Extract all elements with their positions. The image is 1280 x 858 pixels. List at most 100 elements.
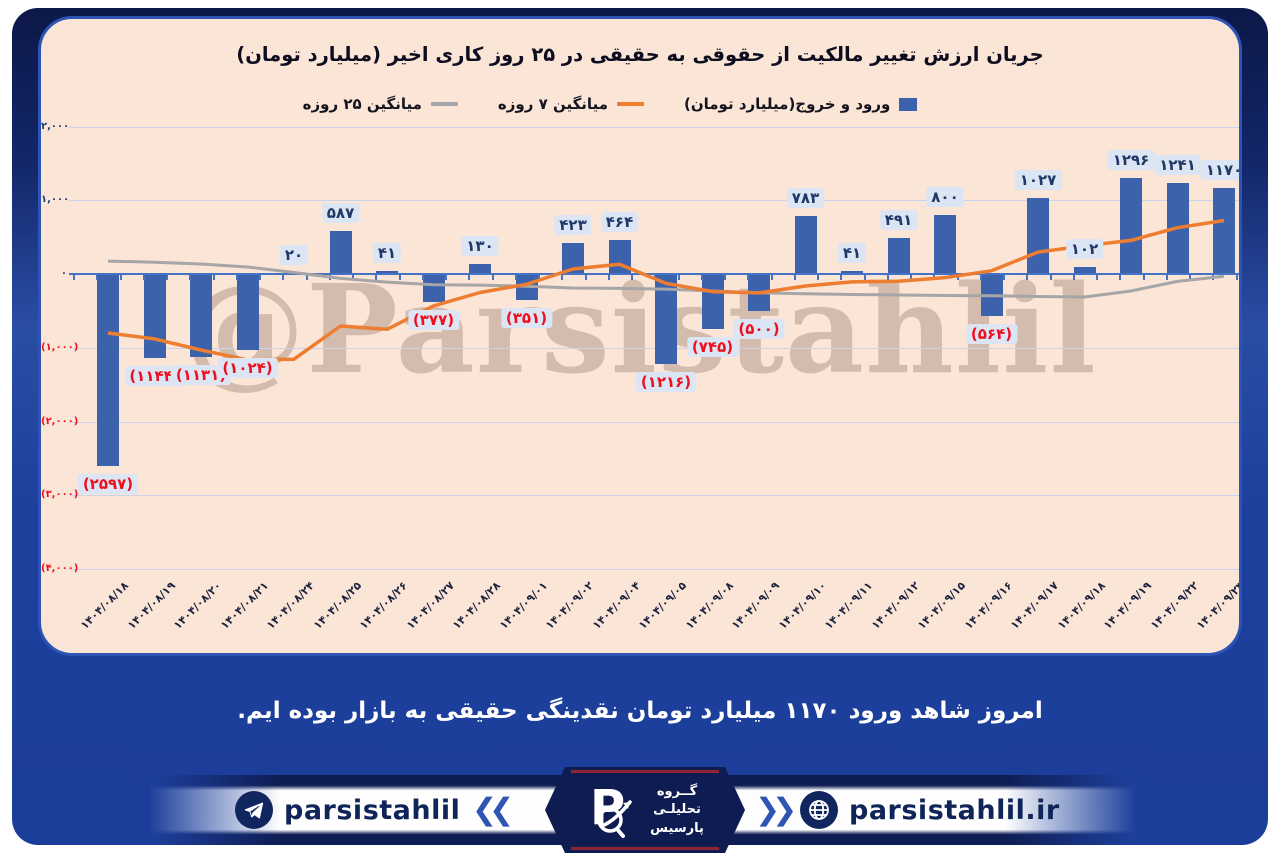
gridline bbox=[69, 421, 1239, 423]
bar-value-label: (۳۵۱) bbox=[500, 307, 553, 328]
summary-caption: امروز شاهد ورود ۱۱۷۰ میلیارد تومان نقدین… bbox=[237, 698, 1043, 724]
axis-tick bbox=[514, 274, 517, 280]
y-axis-label: ۱,۰۰۰ bbox=[41, 194, 70, 206]
chart-title: جریان ارزش تغییر مالکیت از حقوقی به حقیق… bbox=[236, 43, 1044, 66]
gridline bbox=[69, 347, 1239, 349]
logo-text-line1: گــروه bbox=[656, 783, 698, 799]
website-link[interactable]: parsistahlil.ir bbox=[800, 791, 1060, 829]
axis-tick bbox=[1189, 274, 1191, 280]
brand-logo-block: P گــروه تحلیلـی پارسیس bbox=[545, 767, 745, 853]
bar-10 bbox=[562, 242, 584, 274]
axis-tick bbox=[700, 274, 703, 280]
bar-value-label: ۸۰۰ bbox=[926, 187, 964, 207]
gridline bbox=[69, 126, 1239, 128]
axis-tick bbox=[73, 274, 75, 280]
y-axis-label: ۲,۰۰۰ bbox=[41, 120, 70, 132]
bar-15 bbox=[794, 216, 817, 274]
gridline bbox=[69, 495, 1239, 497]
ma25-line-swatch bbox=[430, 102, 458, 106]
ma25-line bbox=[107, 259, 1225, 299]
axis-tick bbox=[1165, 274, 1168, 280]
axis-tick bbox=[631, 274, 633, 280]
axis-tick bbox=[561, 274, 564, 280]
axis-tick bbox=[840, 274, 843, 280]
bar-value-label: (۵۶۴) bbox=[965, 323, 1018, 344]
logo-accent-line-top bbox=[571, 770, 719, 773]
bar-17 bbox=[887, 237, 910, 274]
gridline bbox=[69, 569, 1239, 570]
axis-tick bbox=[979, 274, 982, 280]
bar-value-label: ۱۰۲ bbox=[1065, 238, 1104, 259]
bar-value-label: ۲۰ bbox=[279, 244, 309, 265]
bar-value-label: ۱۰۲۷ bbox=[1014, 170, 1062, 191]
axis-tick bbox=[235, 274, 238, 280]
bar-value-label: (۱۱۳۱) bbox=[170, 365, 232, 386]
ma7-line-swatch bbox=[616, 102, 644, 106]
axis-tick bbox=[96, 274, 99, 280]
legend-item-ma25: میانگین ۲۵ روزه bbox=[303, 95, 458, 113]
bar-value-label: (۵۰۰) bbox=[733, 318, 785, 339]
bar-value-label: (۱۰۲۴) bbox=[217, 357, 278, 378]
axis-tick bbox=[1072, 274, 1075, 280]
axis-tick bbox=[817, 274, 819, 280]
chart-card: @Parsistahlil جریان ارزش تغییر مالکیت از… bbox=[38, 16, 1242, 656]
axis-tick bbox=[142, 274, 145, 280]
legend-label-ma25: میانگین ۲۵ روزه bbox=[302, 95, 422, 113]
axis-tick bbox=[1119, 274, 1122, 280]
legend-label-ma7: میانگین ۷ روزه bbox=[497, 95, 608, 113]
chart-legend: میانگین ۲۵ روزه میانگین ۷ روزه ورود و خر… bbox=[41, 95, 1179, 113]
bar-5 bbox=[329, 230, 352, 274]
bar-value-label: ۴۶۴ bbox=[600, 211, 639, 232]
logo-text-line3: پارسیس bbox=[650, 820, 704, 836]
bar-7 bbox=[422, 274, 445, 302]
axis-tick bbox=[468, 274, 471, 280]
axis-tick bbox=[1026, 274, 1029, 280]
bar-value-label: ۴۱ bbox=[837, 243, 867, 263]
ma7-line bbox=[107, 218, 1225, 362]
axis-tick bbox=[421, 274, 424, 280]
telegram-link[interactable]: parsistahlil bbox=[235, 791, 460, 829]
bar-value-label: ۴۱ bbox=[372, 243, 402, 263]
legend-item-bars: ورود و خروج(میلیارد تومان) bbox=[684, 95, 918, 113]
bar-value-label: (۱۱۴۴) bbox=[124, 366, 185, 387]
axis-tick bbox=[584, 274, 587, 280]
y-axis-label: ۰ bbox=[60, 268, 67, 279]
axis-tick bbox=[1142, 274, 1145, 280]
axis-tick bbox=[910, 274, 912, 280]
axis-tick bbox=[770, 274, 773, 280]
telegram-handle-text: parsistahlil bbox=[284, 794, 461, 826]
globe-icon bbox=[800, 791, 838, 829]
bar-series-swatch bbox=[899, 97, 918, 111]
axis-tick bbox=[1003, 274, 1005, 280]
logo-accent-line-bottom bbox=[571, 847, 719, 850]
axis-tick bbox=[863, 274, 866, 280]
axis-tick bbox=[212, 274, 215, 280]
plot-area: ۲,۰۰۰ ۱,۰۰۰ ۰ (۱,۰۰۰) (۲,۰۰۰) (۳,۰۰۰) (۴,۰۰۰) (… bbox=[41, 19, 1239, 653]
bar-value-label: ۴۹۱ bbox=[879, 209, 918, 230]
moving-average-lines bbox=[107, 218, 1225, 362]
bar-6 bbox=[376, 271, 398, 274]
website-text: parsistahlil.ir bbox=[849, 794, 1060, 826]
bar-13 bbox=[701, 274, 724, 329]
y-axis-label: (۳,۰۰۰) bbox=[41, 489, 79, 501]
axis-tick bbox=[398, 274, 401, 280]
chevron-right-icon: ❯❯ bbox=[755, 792, 797, 828]
bar-8 bbox=[469, 264, 491, 274]
axis-tick bbox=[1096, 274, 1098, 280]
bar-22 bbox=[1120, 178, 1142, 274]
axis-tick bbox=[375, 274, 378, 280]
bar-18 bbox=[934, 215, 956, 274]
bar-2 bbox=[190, 274, 212, 358]
axis-tick bbox=[305, 274, 308, 280]
bar-12 bbox=[655, 274, 677, 364]
axis-tick bbox=[724, 274, 726, 280]
bar-21 bbox=[1073, 266, 1096, 274]
logo-text-line2: تحلیلـی bbox=[653, 802, 701, 818]
logo-text: گــروه تحلیلـی پارسیس bbox=[650, 783, 704, 838]
axis-tick bbox=[538, 274, 540, 280]
footer-banner: parsistahlil ❮❮ P گــروه تحلیلـی پارسیس … bbox=[150, 767, 1135, 853]
chevron-left-icon: ❮❮ bbox=[472, 792, 514, 828]
axis-tick bbox=[1235, 274, 1238, 280]
bar-value-label: (۲۵۹۷) bbox=[77, 473, 139, 494]
bar-16 bbox=[841, 271, 863, 274]
